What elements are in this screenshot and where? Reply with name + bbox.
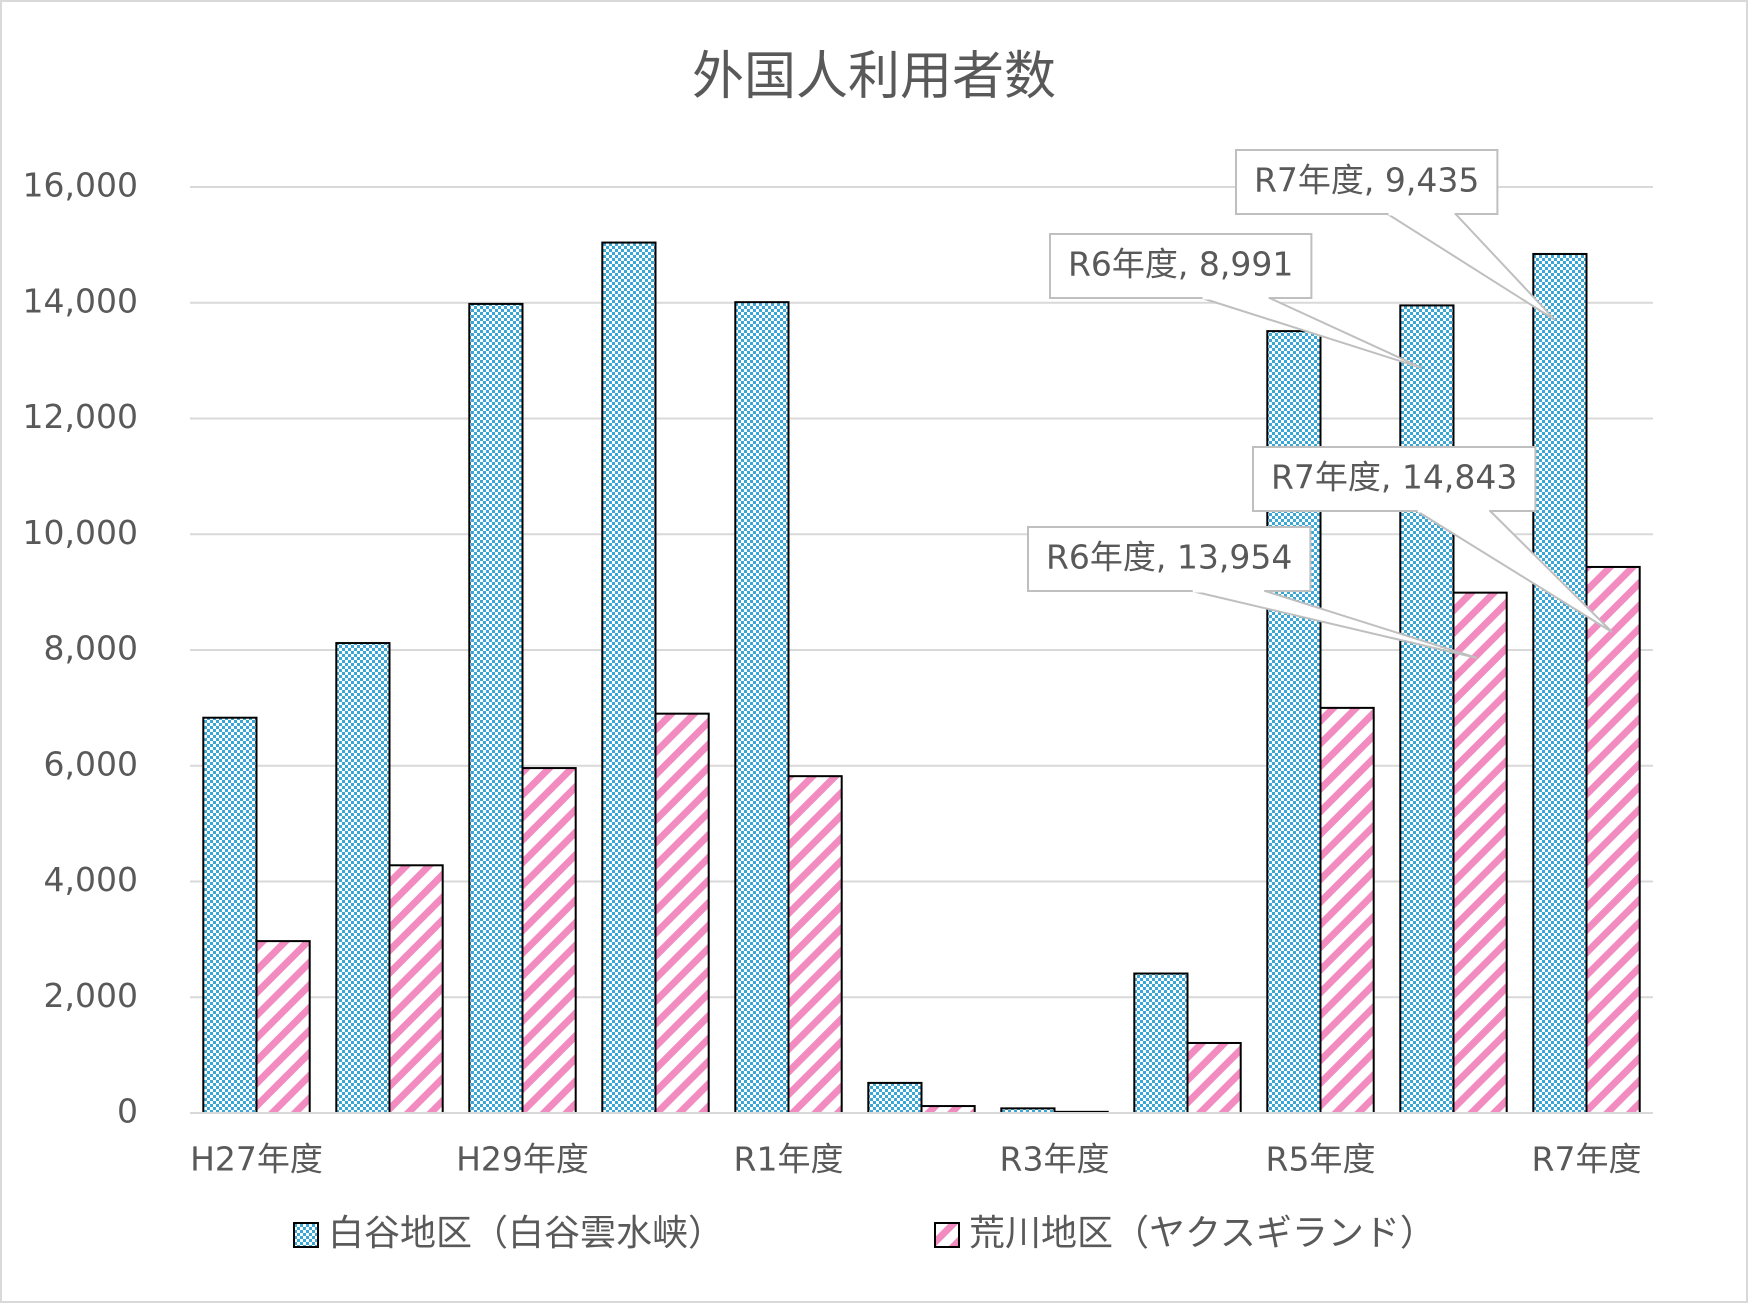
bar bbox=[1532, 252, 1588, 1115]
x-tick-label: H27年度 bbox=[190, 1140, 323, 1179]
y-tick-label: 16,000 bbox=[23, 166, 138, 205]
bar bbox=[388, 864, 444, 1114]
x-tick-label: H29年度 bbox=[456, 1140, 589, 1179]
x-tick-label: R1年度 bbox=[734, 1140, 844, 1179]
callout-box bbox=[1235, 149, 1499, 215]
y-tick-label: 0 bbox=[117, 1092, 138, 1131]
bar bbox=[468, 302, 524, 1115]
data-label: R6年度, 13,954 bbox=[1046, 538, 1292, 577]
legend-label: 荒川地区（ヤクスギランド） bbox=[969, 1213, 1436, 1254]
legend-swatch bbox=[934, 1222, 960, 1248]
callout-box bbox=[1027, 526, 1312, 592]
chart-title: 外国人利用者数 bbox=[692, 47, 1056, 107]
callout-box bbox=[1049, 233, 1313, 299]
bar bbox=[734, 301, 790, 1114]
bar bbox=[1133, 972, 1189, 1114]
bar bbox=[1399, 304, 1455, 1115]
callout: R7年度, 9,435 bbox=[1235, 149, 1556, 321]
callout: R6年度, 8,991 bbox=[1049, 233, 1423, 369]
bar bbox=[1319, 706, 1375, 1114]
bar bbox=[654, 712, 710, 1114]
bar bbox=[787, 775, 843, 1114]
data-label: R6年度, 8,991 bbox=[1068, 245, 1293, 284]
bar bbox=[202, 716, 258, 1114]
y-tick-label: 2,000 bbox=[44, 976, 138, 1015]
x-tick-label: R5年度 bbox=[1266, 1140, 1376, 1179]
bar bbox=[255, 940, 311, 1115]
bar bbox=[521, 767, 577, 1114]
legend-swatch bbox=[293, 1222, 319, 1248]
x-tick-label: R7年度 bbox=[1532, 1140, 1642, 1179]
legend-label: 白谷地区（白谷雲水峡） bbox=[328, 1213, 724, 1254]
y-tick-label: 6,000 bbox=[44, 744, 138, 783]
bar bbox=[335, 642, 391, 1114]
bar bbox=[1452, 591, 1508, 1114]
callout: R7年度, 14,843 bbox=[1252, 446, 1613, 633]
bar bbox=[1585, 565, 1641, 1114]
y-tick-label: 10,000 bbox=[23, 513, 138, 552]
bar bbox=[1186, 1041, 1242, 1114]
bar bbox=[867, 1081, 923, 1115]
y-tick-label: 12,000 bbox=[23, 397, 138, 436]
x-tick-label: R3年度 bbox=[1000, 1140, 1110, 1179]
bar bbox=[920, 1105, 976, 1115]
data-label: R7年度, 9,435 bbox=[1254, 161, 1479, 200]
data-label: R7年度, 14,843 bbox=[1271, 458, 1517, 497]
y-tick-label: 8,000 bbox=[44, 629, 138, 668]
bar bbox=[601, 241, 657, 1114]
callout-box bbox=[1252, 446, 1537, 512]
y-tick-label: 14,000 bbox=[23, 281, 138, 320]
callout: R6年度, 13,954 bbox=[1027, 526, 1478, 659]
y-tick-label: 4,000 bbox=[44, 860, 138, 899]
